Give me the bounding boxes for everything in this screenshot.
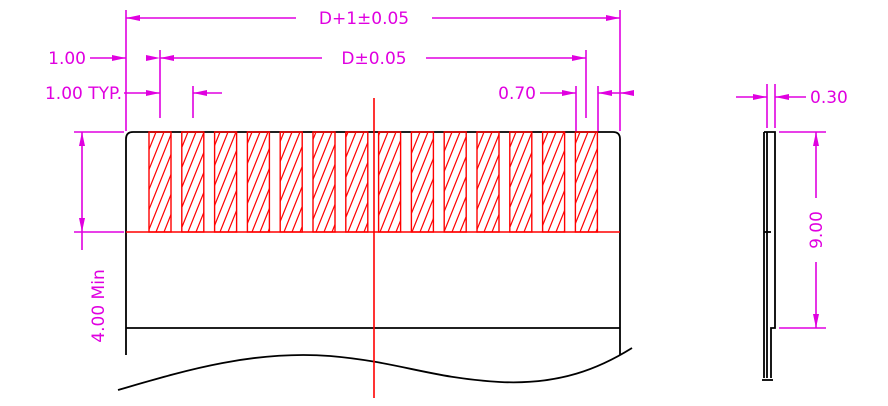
hatch-line	[243, 132, 285, 232]
hatch-line	[387, 132, 429, 232]
pitch-arrow-left	[160, 55, 174, 61]
pitch-arrow-right	[572, 55, 586, 61]
hatch-line	[515, 132, 557, 232]
hatch-line	[604, 132, 644, 232]
hatch-line	[620, 132, 660, 232]
hatch-line	[555, 132, 597, 232]
hatch-line	[499, 132, 541, 232]
finger-arrow-a	[562, 90, 576, 96]
hatch-line	[251, 132, 293, 232]
contact-pad	[279, 131, 303, 233]
hatch-line	[411, 132, 453, 232]
hatch-line	[299, 132, 341, 232]
contact-hatching	[100, 132, 676, 232]
contact-pad	[345, 131, 369, 233]
hatch-line	[149, 132, 157, 232]
overall-edge-arrow	[620, 90, 634, 96]
hatch-line	[149, 132, 165, 232]
hatch-line	[628, 132, 668, 232]
hatch-line	[403, 132, 445, 232]
thk-arrow-b	[775, 94, 789, 100]
hatch-line	[108, 132, 148, 232]
overall-arrow-left	[126, 15, 140, 21]
hatch-line	[419, 132, 461, 232]
thickness-label: 0.30	[810, 88, 848, 108]
hatch-line	[291, 132, 333, 232]
hatch-line	[195, 132, 237, 232]
hatch-line	[523, 132, 565, 232]
typ-arrow-a	[146, 90, 160, 96]
finger-width-label: 0.70	[498, 84, 536, 104]
edge-margin-label: 1.00	[48, 49, 86, 69]
hatch-line	[379, 132, 421, 232]
hatch-line	[275, 132, 317, 232]
min-arrow-bottom	[79, 218, 85, 232]
hatch-line	[331, 132, 373, 232]
side-view-body	[763, 131, 776, 378]
hatch-line	[531, 132, 573, 232]
fpc-outline	[125, 131, 621, 355]
hatch-line	[467, 132, 509, 232]
stiff-arrow-top	[813, 132, 819, 146]
hatch-line	[571, 132, 598, 232]
hatch-line	[219, 132, 261, 232]
hatch-line	[171, 132, 213, 232]
pitch-typ-label: 1.00 TYP.	[45, 84, 122, 104]
hatch-line	[491, 132, 533, 232]
hatch-line	[100, 132, 140, 232]
hatch-line	[283, 132, 325, 232]
hatch-line	[636, 132, 676, 232]
hatch-line	[483, 132, 525, 232]
overall-arrow-right	[606, 15, 620, 21]
break-line	[117, 347, 633, 391]
hatch-line	[579, 132, 598, 232]
hatch-line	[163, 132, 205, 232]
finger-arrow-b	[598, 90, 612, 96]
margin-arrow-a	[112, 55, 126, 61]
hatch-line	[227, 132, 269, 232]
hatch-line	[612, 132, 652, 232]
hatch-line	[323, 132, 365, 232]
typ-arrow-b	[193, 90, 207, 96]
hatch-line	[451, 132, 493, 232]
hatch-line	[149, 132, 181, 232]
hatch-line	[547, 132, 589, 232]
pitch-span-label: D±0.05	[341, 49, 406, 69]
hatch-line	[203, 132, 245, 232]
stiff-arrow-bottom	[813, 314, 819, 328]
hatch-line	[435, 132, 477, 232]
hatch-line	[307, 132, 349, 232]
stiffener-length-label: 9.00	[807, 211, 827, 249]
hatch-line	[211, 132, 253, 232]
hatch-line	[363, 132, 405, 232]
hatch-line	[595, 132, 598, 232]
hatch-line	[355, 132, 397, 232]
hatch-line	[395, 132, 437, 232]
margin-arrow-b	[146, 55, 160, 61]
overall-width-label: D+1±0.05	[319, 9, 409, 29]
hatch-line	[539, 132, 581, 232]
thk-arrow-a	[753, 94, 767, 100]
hatch-line	[155, 132, 197, 232]
hatch-line	[315, 132, 357, 232]
min-arrow-top	[79, 132, 85, 146]
hatch-line	[587, 132, 598, 232]
hatch-line	[187, 132, 229, 232]
hatch-line	[443, 132, 485, 232]
contact-pad	[312, 131, 336, 233]
hatch-line	[149, 132, 173, 232]
min-length-label: 4.00 Min	[89, 269, 109, 342]
